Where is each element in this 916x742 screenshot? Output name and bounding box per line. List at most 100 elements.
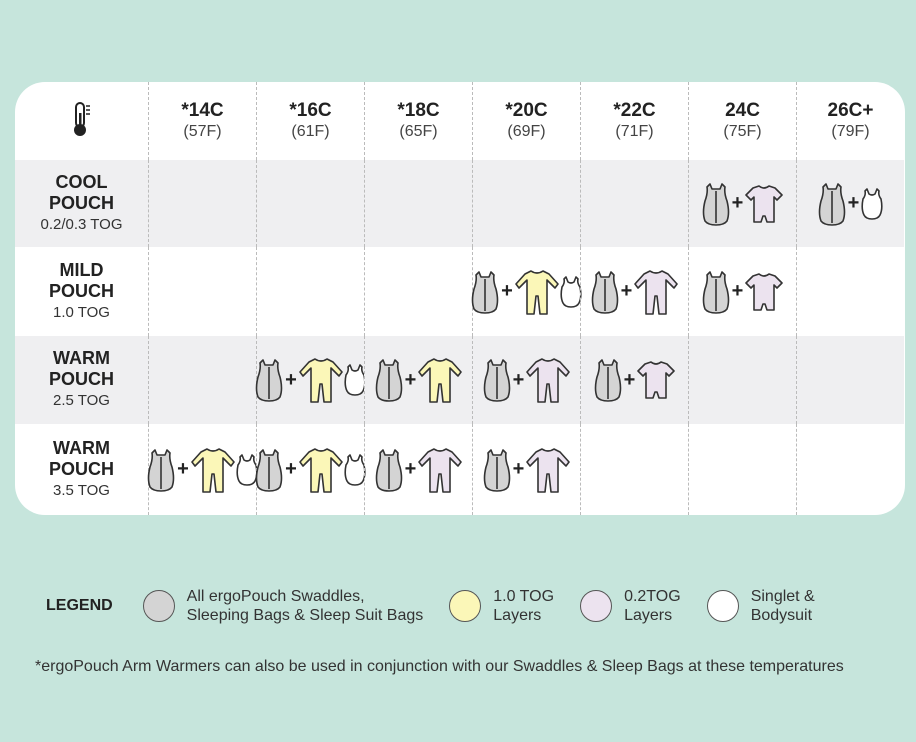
table-cell: + [472,424,580,515]
table-cell: + [796,160,904,247]
legend-swatch [449,590,482,622]
bag-icon [483,357,511,403]
row-header: MILD POUCH 1.0 TOG [15,247,148,336]
yellow-suit-icon [418,356,463,404]
temp-fahrenheit: (61F) [291,123,330,140]
table-cell [796,336,904,424]
legend-item: All ergoPouch Swaddles, Sleeping Bags & … [142,587,424,625]
legend-item: Singlet & Bodysuit [706,587,815,625]
temp-celsius: 26C+ [827,100,874,121]
outfit-combo: + [255,446,366,494]
tog-rating: 2.5 TOG [53,392,110,409]
outfit-combo: + [375,446,463,494]
temp-celsius: *20C [505,100,548,121]
table-cell: + [147,424,258,515]
pouch-name: COOL [55,171,108,192]
table-cell: + [364,424,472,515]
legend-item: 1.0 TOG Layers [449,587,554,625]
temp-fahrenheit: (75F) [723,123,762,140]
table-cell: + [688,160,796,247]
yellow-suit-icon [299,446,343,494]
plus-icon: + [512,368,525,391]
bag-icon [483,447,511,493]
column-header: *16C (61F) [256,82,364,160]
table-cell [148,247,256,336]
temp-fahrenheit: (69F) [507,123,546,140]
row-header: COOL POUCH 0.2/0.3 TOG [15,160,148,247]
temp-fahrenheit: (79F) [831,123,870,140]
outfit-combo: + [818,181,884,227]
outfit-combo: + [702,269,784,315]
table-cell [148,336,256,424]
table-cell [256,160,364,247]
bag-icon [471,269,499,315]
table-cell [148,160,256,247]
bag-icon [375,447,403,493]
bag-icon [147,447,175,493]
lilac-suit-icon [526,446,571,494]
table-cell: + [688,247,796,336]
outfit-combo: + [591,268,679,316]
plus-icon: + [512,458,525,480]
temp-celsius: *16C [289,100,332,121]
tog-rating: 0.2/0.3 TOG [40,215,123,233]
table-cell [364,247,472,336]
yellow-suit-icon [299,356,343,404]
table-cell: + [364,336,472,424]
bag-icon [255,447,283,493]
lilac-shortie-icon [745,271,784,313]
plus-icon: + [501,280,513,302]
lilac-shortie-icon [637,359,676,401]
legend-swatch [706,590,739,622]
plus-icon: + [285,368,297,391]
bag-icon [594,357,622,403]
plus-icon: + [177,458,189,480]
bag-icon [591,269,619,315]
thermometer-icon [72,101,92,142]
singlet-icon [344,453,366,487]
lilac-shortie-icon [745,183,784,225]
table-cell [796,424,904,515]
table-cell [580,160,688,247]
outfit-combo: + [471,268,582,316]
plus-icon: + [731,280,744,302]
plus-icon: + [404,368,417,391]
row-header: WARM POUCH 3.5 TOG [15,424,148,515]
table-cell: + [471,247,582,336]
legend-swatch [142,590,175,622]
pouch-name: WARM [53,437,110,458]
tog-rating: 3.5 TOG [53,481,110,499]
lilac-suit-icon [418,446,463,494]
column-header: 26C+ (79F) [796,82,904,160]
pouch-name: POUCH [48,458,114,479]
temperature-guide-table: *14C (57F) *16C (61F) *18C (65F) *20C (69F) *22C… [15,82,905,515]
legend-title: LEGEND [46,597,113,614]
table-cell: + [580,247,688,336]
bag-icon [375,357,403,403]
legend-label: All ergoPouch Swaddles, Sleeping Bags & … [186,588,424,624]
temp-celsius: *18C [397,100,440,121]
outfit-combo: + [375,356,463,404]
outfit-combo: + [483,446,571,494]
plus-icon: + [620,280,633,302]
column-header: *18C (65F) [364,82,472,160]
outfit-combo: + [594,357,676,403]
column-header: *14C (57F) [148,82,256,160]
table-cell [688,424,796,515]
thermometer-header-cell [15,82,148,160]
table-cell [796,247,904,336]
pouch-name: WARM [53,348,110,368]
lilac-suit-icon [526,356,571,404]
column-header: *22C (71F) [580,82,688,160]
bag-icon [702,181,730,227]
column-header: *20C (69F) [472,82,580,160]
temp-celsius: *14C [181,100,224,121]
temp-fahrenheit: (65F) [399,123,438,140]
temp-celsius: 24C [725,100,760,121]
temp-fahrenheit: (57F) [183,123,222,140]
column-header: 24C (75F) [688,82,796,160]
table-cell: + [472,336,580,424]
legend-item: 0.2TOG Layers [580,587,681,625]
table-cell: + [255,336,366,424]
plus-icon: + [847,192,860,214]
